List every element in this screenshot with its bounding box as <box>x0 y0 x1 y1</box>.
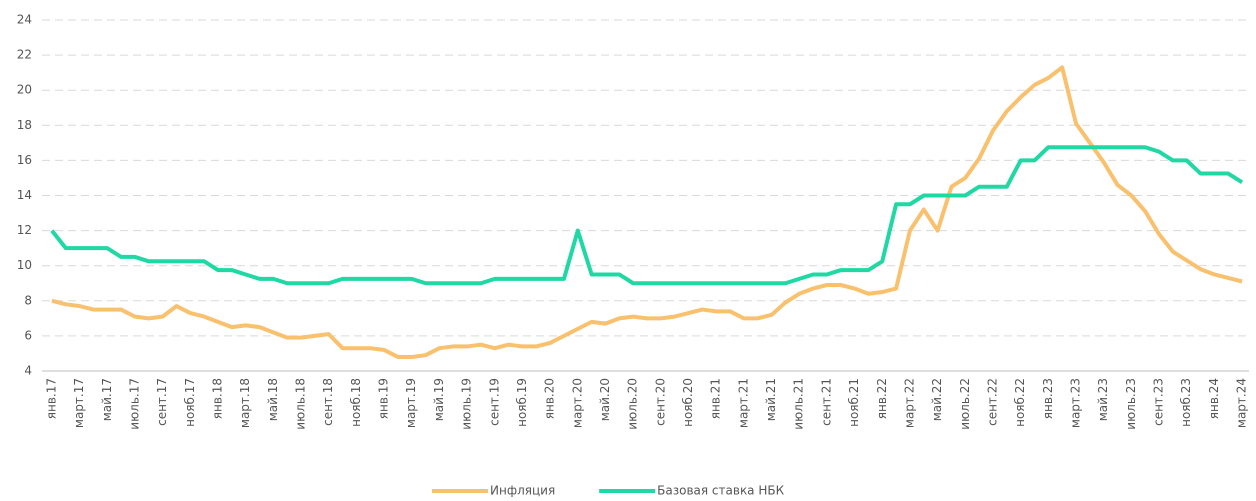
x-tick-label: сент.18 <box>321 378 335 426</box>
y-tick-label: 16 <box>17 153 32 167</box>
x-tick-label: июль.22 <box>958 378 972 430</box>
x-tick-label: нояб.23 <box>1179 378 1193 427</box>
x-tick-label: май.19 <box>432 378 446 421</box>
x-tick-label: июль.20 <box>626 378 640 430</box>
x-tick-label: нояб.19 <box>515 378 529 427</box>
x-tick-label: июль.17 <box>127 378 141 430</box>
x-tick-label: март.17 <box>72 378 86 428</box>
x-tick-label: май.21 <box>764 378 778 421</box>
x-tick-label: июль.19 <box>460 378 474 430</box>
x-tick-label: янв.18 <box>210 378 224 419</box>
x-tick-label: янв.21 <box>709 378 723 419</box>
y-tick-label: 20 <box>17 83 32 97</box>
x-tick-label: янв.23 <box>1041 378 1055 419</box>
x-tick-label: март.24 <box>1235 378 1249 428</box>
x-tick-label: март.21 <box>736 378 750 428</box>
x-tick-label: нояб.21 <box>847 378 861 427</box>
y-tick-label: 22 <box>17 48 32 62</box>
x-tick-label: сент.17 <box>155 378 169 426</box>
x-tick-label: март.19 <box>404 378 418 428</box>
legend-label: Базовая ставка НБК <box>657 484 784 498</box>
x-tick-label: май.17 <box>100 378 114 421</box>
x-tick-label: май.22 <box>930 378 944 421</box>
y-tick-label: 4 <box>24 364 32 378</box>
x-tick-label: май.23 <box>1096 378 1110 421</box>
x-tick-label: нояб.17 <box>183 378 197 427</box>
x-tick-label: июль.21 <box>792 378 806 430</box>
x-tick-label: сент.20 <box>653 378 667 426</box>
x-tick-label: март.22 <box>902 378 916 428</box>
x-tick-label: сент.22 <box>985 378 999 426</box>
y-tick-label: 18 <box>17 118 32 132</box>
x-tick-label: янв.20 <box>543 378 557 419</box>
x-tick-label: нояб.18 <box>349 378 363 427</box>
x-tick-label: июль.23 <box>1124 378 1138 430</box>
legend-label: Инфляция <box>490 484 555 498</box>
y-tick-label: 6 <box>24 328 32 342</box>
x-tick-label: нояб.22 <box>1013 378 1027 427</box>
y-tick-label: 10 <box>17 258 32 272</box>
x-tick-label: май.18 <box>266 378 280 421</box>
x-tick-label: май.20 <box>598 378 612 421</box>
x-tick-label: янв.17 <box>44 378 58 419</box>
y-tick-label: 24 <box>17 13 32 27</box>
series-line <box>51 65 1243 359</box>
y-tick-label: 12 <box>17 223 32 237</box>
x-tick-label: янв.22 <box>875 378 889 419</box>
x-tick-label: июль.18 <box>294 378 308 430</box>
y-tick-label: 14 <box>17 188 32 202</box>
x-tick-label: янв.24 <box>1207 378 1221 419</box>
y-tick-label: 8 <box>24 293 32 307</box>
x-tick-label: март.20 <box>570 378 584 428</box>
x-tick-label: нояб.20 <box>681 378 695 427</box>
x-tick-label: март.18 <box>238 378 252 428</box>
x-tick-label: сент.23 <box>1152 378 1166 426</box>
x-tick-label: сент.19 <box>487 378 501 426</box>
x-tick-label: янв.19 <box>377 378 391 419</box>
x-tick-label: сент.21 <box>819 378 833 426</box>
series-line <box>50 145 1244 286</box>
x-tick-label: март.23 <box>1069 378 1083 428</box>
